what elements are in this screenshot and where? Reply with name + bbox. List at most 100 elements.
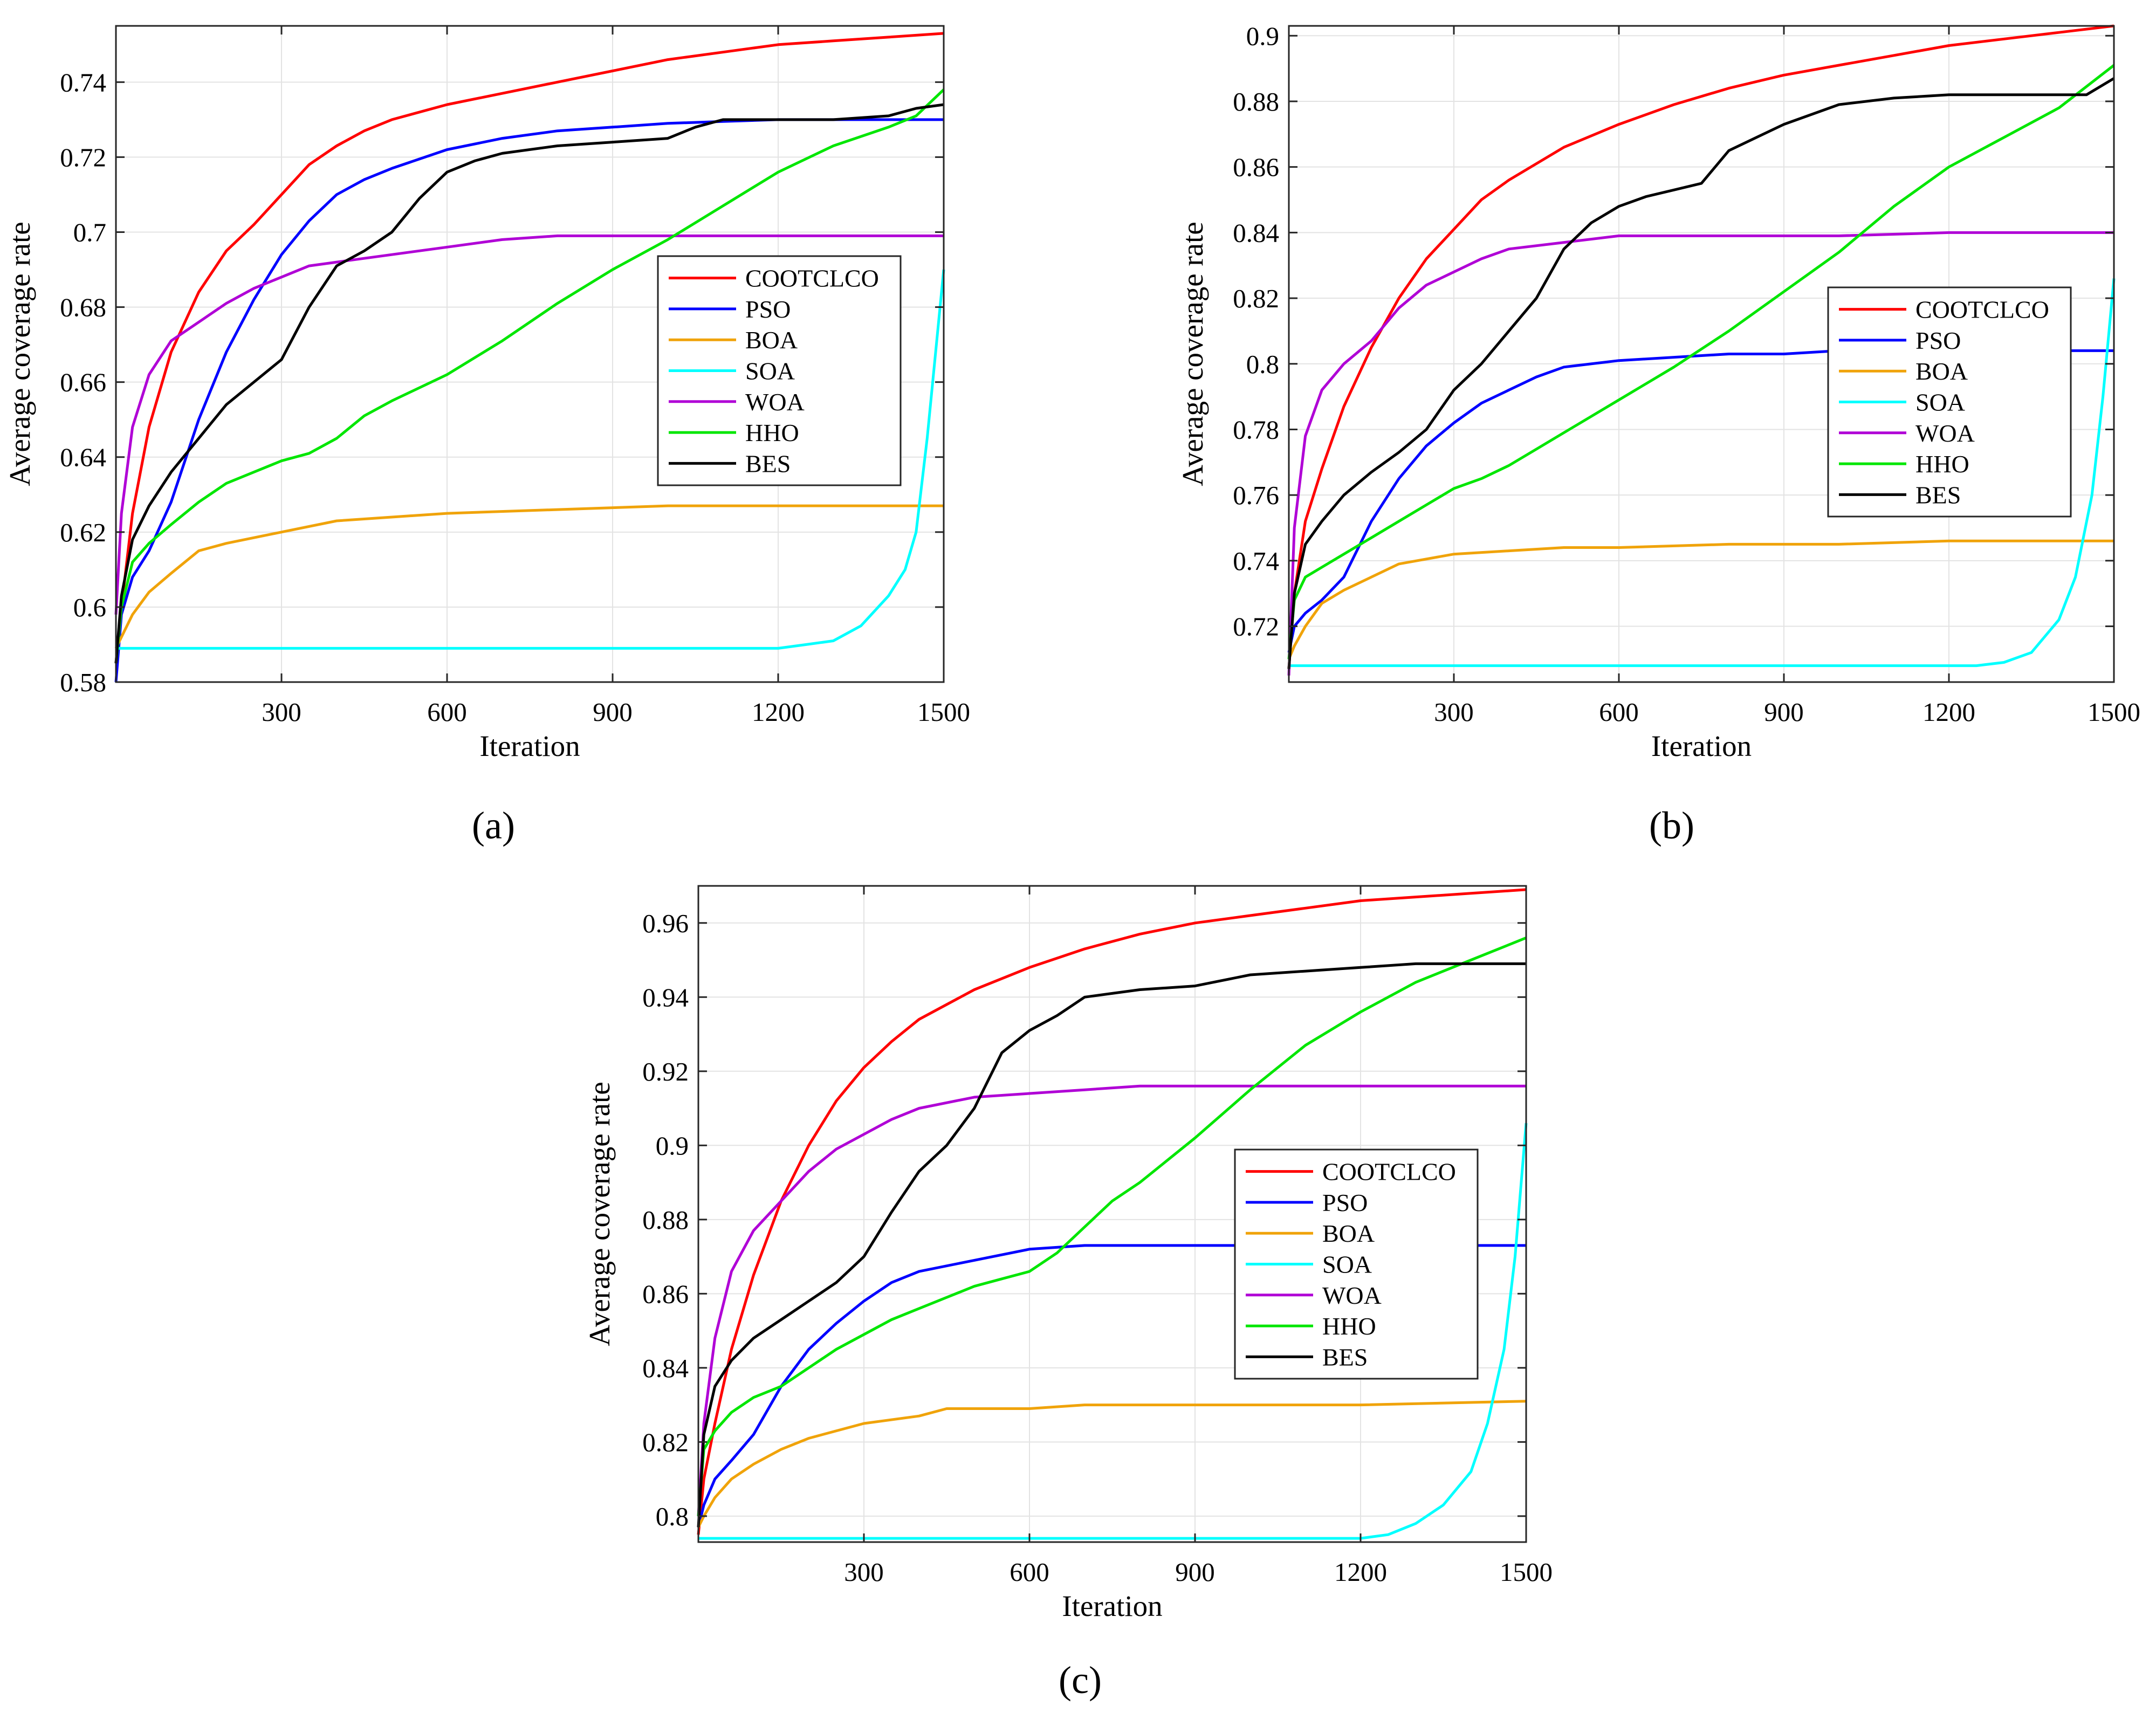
x-tick-label: 1200	[1334, 1557, 1387, 1587]
series-line-woa	[114, 234, 944, 615]
y-tick-label: 0.86	[1233, 153, 1279, 182]
legend-label-soa: SOA	[745, 357, 795, 385]
legend-label-woa: WOA	[1322, 1282, 1382, 1309]
legend-label-woa: WOA	[745, 388, 805, 416]
panel-label: (b)	[1649, 804, 1694, 847]
legend-label-pso: PSO	[745, 295, 791, 323]
y-tick-label: 0.74	[60, 67, 106, 97]
y-tick-label: 0.9	[1246, 21, 1279, 51]
y-tick-label: 0.84	[642, 1353, 689, 1383]
y-tick-label: 0.84	[1233, 218, 1279, 247]
legend-label-cootclco: COOTCLCO	[1322, 1158, 1456, 1186]
x-tick-label: 600	[1599, 697, 1639, 727]
series-line-woa	[697, 1084, 1526, 1517]
x-tick-label: 1500	[1500, 1557, 1553, 1587]
y-tick-label: 0.88	[642, 1205, 689, 1235]
y-tick-label: 0.72	[60, 142, 106, 172]
legend-label-boa: BOA	[1915, 357, 1968, 385]
x-tick-label: 300	[844, 1557, 884, 1587]
series-line-soa	[1289, 278, 2116, 668]
y-tick-label: 0.6	[73, 593, 106, 622]
y-tick-label: 0.72	[1233, 612, 1279, 642]
series-line-pso	[1287, 349, 2114, 653]
y-axis-title: Average coverage rate	[583, 1082, 616, 1346]
series-line-hho	[697, 936, 1527, 1517]
series-line-cootclco	[697, 888, 1527, 1535]
y-tick-label: 0.82	[1233, 284, 1279, 313]
x-tick-label: 300	[262, 697, 301, 727]
legend-label-cootclco: COOTCLCO	[1915, 296, 2049, 324]
y-tick-label: 0.58	[60, 668, 106, 697]
x-tick-label: 300	[1434, 697, 1474, 727]
y-tick-label: 0.68	[60, 293, 106, 322]
panel-label: (c)	[1059, 1659, 1102, 1702]
legend-label-woa: WOA	[1915, 419, 1975, 447]
y-tick-label: 0.8	[656, 1502, 689, 1531]
chart-panel-b: 300 600 900 1200 1500 0.72 0.74 0.76 0.78 0.8 0.82…	[1176, 21, 2140, 847]
axes-frame	[115, 25, 945, 683]
series-line-woa	[1287, 231, 2114, 676]
y-tick-label: 0.88	[1233, 87, 1279, 116]
legend-label-boa: BOA	[1322, 1220, 1375, 1247]
legend-label-hho: HHO	[745, 419, 799, 446]
legend-label-soa: SOA	[1915, 389, 1965, 416]
series-line-cootclco	[114, 32, 944, 664]
y-tick-label: 0.7	[73, 217, 106, 247]
x-tick-label: 600	[427, 697, 467, 727]
series-line-boa	[697, 1400, 1527, 1528]
y-tick-label: 0.86	[642, 1279, 689, 1309]
legend: COOTCLCO PSO BOA SOA WOA HHO BES	[657, 255, 902, 486]
series-line-bes	[114, 103, 944, 664]
legend-label-bes: BES	[1322, 1343, 1368, 1371]
x-tick-label: 900	[1764, 697, 1804, 727]
series-line-soa	[116, 269, 945, 650]
y-tick-label: 0.82	[642, 1427, 689, 1457]
y-tick-label: 0.96	[642, 909, 689, 938]
y-tick-label: 0.76	[1233, 480, 1279, 510]
legend-label-hho: HHO	[1322, 1312, 1376, 1340]
x-tick-label: 1500	[2088, 697, 2140, 727]
legend-label-bes: BES	[1915, 481, 1961, 508]
axes-frame	[1288, 25, 2115, 683]
legend-label-hho: HHO	[1915, 450, 1969, 478]
legend: COOTCLCO PSO BOA SOA WOA HHO BES	[1234, 1148, 1479, 1380]
legend-label-bes: BES	[745, 450, 791, 477]
legend: COOTCLCO PSO BOA SOA WOA HHO BES	[1827, 286, 2072, 518]
series-line-pso	[697, 1244, 1526, 1528]
x-axis-title: Iteration	[479, 730, 580, 762]
legend-label-soa: SOA	[1322, 1251, 1372, 1278]
series-line-cootclco	[1287, 24, 2114, 669]
legend-label-boa: BOA	[745, 326, 798, 354]
series-line-bes	[1287, 77, 2115, 669]
y-tick-label: 0.74	[1233, 546, 1279, 576]
y-tick-label: 0.62	[60, 518, 106, 547]
y-tick-label: 0.66	[60, 368, 106, 397]
x-tick-label: 1200	[752, 697, 805, 727]
x-tick-label: 600	[1010, 1557, 1049, 1587]
y-tick-label: 0.92	[642, 1057, 689, 1086]
y-tick-label: 0.64	[60, 443, 106, 472]
x-tick-label: 900	[1175, 1557, 1215, 1587]
series-line-boa	[1287, 539, 2114, 660]
panel-label: (a)	[472, 804, 515, 847]
x-axis-title: Iteration	[1651, 730, 1752, 762]
legend-label-cootclco: COOTCLCO	[745, 265, 879, 292]
y-axis-title: Average coverage rate	[1176, 222, 1209, 486]
legend-label-pso: PSO	[1322, 1189, 1368, 1216]
series-line-hho	[114, 88, 945, 664]
chart-panel-a: 300 600 900 1200 1500 0.58 0.6 0.62 0.64 0.66 0.68…	[3, 25, 970, 847]
x-axis-title: Iteration	[1062, 1590, 1162, 1622]
axes-frame	[697, 885, 1527, 1543]
y-tick-label: 0.94	[642, 982, 689, 1012]
series-line-bes	[697, 962, 1526, 1528]
y-axis-title: Average coverage rate	[3, 222, 36, 486]
chart-panel-c: 300 600 900 1200 1500 0.8 0.82 0.84 0.86 0.88 0.9 0…	[583, 885, 1553, 1702]
x-tick-label: 900	[593, 697, 633, 727]
x-tick-label: 1500	[917, 697, 970, 727]
x-tick-label: 1200	[1922, 697, 1975, 727]
y-tick-label: 0.78	[1233, 415, 1279, 444]
series-line-hho	[1287, 64, 2115, 659]
series-line-boa	[114, 504, 944, 649]
legend-label-pso: PSO	[1915, 327, 1961, 354]
